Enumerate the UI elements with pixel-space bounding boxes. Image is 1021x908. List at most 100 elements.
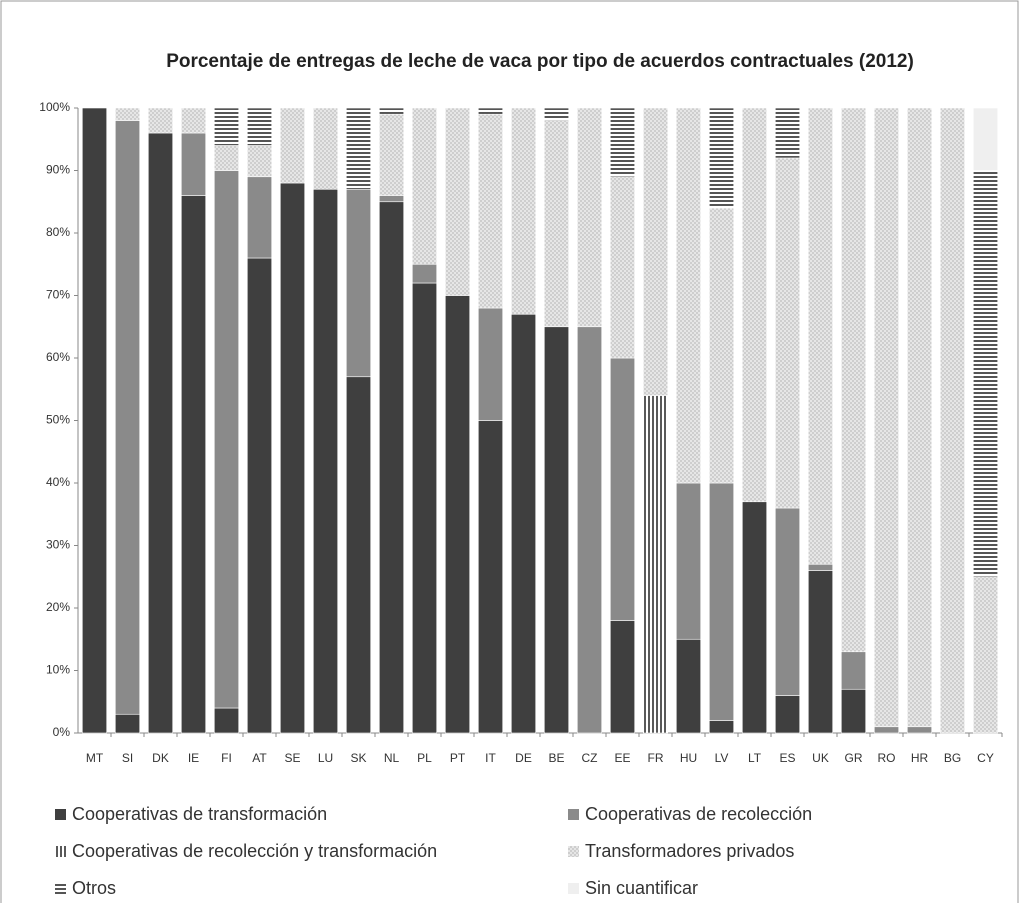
- bar-segment: [246, 145, 273, 178]
- bar-segment: [444, 107, 471, 296]
- x-tick-label: BG: [944, 751, 961, 765]
- legend-swatch: [55, 846, 66, 857]
- bar-segment: [279, 182, 306, 734]
- bar-segment: [675, 638, 702, 734]
- x-tick-label: DK: [152, 751, 169, 765]
- bar-segment: [840, 688, 867, 734]
- bar-segment: [411, 282, 438, 734]
- x-tick-label: SI: [122, 751, 133, 765]
- bar-segment: [411, 263, 438, 284]
- chart-title: Porcentaje de entregas de leche de vaca …: [166, 51, 914, 72]
- bar-segment: [477, 307, 504, 421]
- x-tick-label: AT: [252, 751, 267, 765]
- y-tick-label: 60%: [46, 350, 70, 364]
- x-tick-label: FR: [648, 751, 664, 765]
- bar-segment: [576, 326, 603, 734]
- bar-segment: [741, 501, 768, 734]
- bar-segment: [906, 107, 933, 728]
- bar-segment: [807, 570, 834, 734]
- x-tick-label: CY: [977, 751, 994, 765]
- bar-segment: [147, 132, 174, 734]
- x-tick-label: MT: [86, 751, 104, 765]
- bar-segment: [708, 207, 735, 484]
- bar-segment: [543, 120, 570, 328]
- bar-segment: [609, 620, 636, 734]
- y-tick-label: 40%: [46, 475, 70, 489]
- bar-segment: [345, 188, 372, 378]
- bar-segment: [609, 107, 636, 178]
- bar-segment: [345, 107, 372, 190]
- y-tick-label: 70%: [46, 288, 70, 302]
- bar-segment: [180, 132, 207, 196]
- bar-segment: [774, 695, 801, 734]
- bar-segment: [213, 107, 240, 146]
- x-tick-label: SE: [284, 751, 300, 765]
- bar-segment: [477, 107, 504, 115]
- bar-segment: [312, 107, 339, 190]
- legend-swatch: [568, 883, 579, 894]
- bar-segment: [972, 107, 999, 171]
- bar-segment: [708, 720, 735, 734]
- x-tick-label: CZ: [582, 751, 598, 765]
- y-tick-label: 20%: [46, 600, 70, 614]
- bar-segment: [543, 326, 570, 734]
- x-tick-label: SK: [350, 751, 366, 765]
- x-tick-label: IE: [188, 751, 199, 765]
- bar-segment: [675, 107, 702, 484]
- x-tick-label: GR: [845, 751, 863, 765]
- legend-label: Otros: [72, 878, 116, 898]
- bar-segment: [840, 651, 867, 690]
- bar-segment: [774, 107, 801, 159]
- x-tick-label: HR: [911, 751, 929, 765]
- bar-segment: [774, 157, 801, 509]
- bar-segment: [279, 107, 306, 184]
- bar-segment: [708, 107, 735, 209]
- x-tick-label: BE: [548, 751, 564, 765]
- x-tick-label: UK: [812, 751, 829, 765]
- bar-segment: [213, 145, 240, 171]
- bar-segment: [114, 107, 141, 121]
- y-tick-label: 10%: [46, 663, 70, 677]
- bar-segment: [675, 482, 702, 640]
- legend-swatch: [55, 883, 66, 894]
- x-tick-label: HU: [680, 751, 697, 765]
- bar-segment: [444, 295, 471, 734]
- x-tick-label: EE: [614, 751, 630, 765]
- bar-segment: [510, 313, 537, 734]
- x-tick-label: LU: [318, 751, 333, 765]
- legend-swatch: [568, 809, 579, 820]
- bar-segment: [213, 170, 240, 709]
- x-tick-label: PT: [450, 751, 466, 765]
- x-tick-label: NL: [384, 751, 400, 765]
- y-tick-label: 80%: [46, 225, 70, 239]
- legend-label: Cooperativas de recolección: [585, 804, 812, 824]
- y-tick-label: 100%: [39, 100, 70, 114]
- legend-label: Cooperativas de transformación: [72, 804, 327, 824]
- bar-segment: [246, 176, 273, 259]
- bar-segment: [312, 188, 339, 734]
- legend-label: Transformadores privados: [585, 841, 794, 861]
- bar-segment: [114, 120, 141, 715]
- bar-segment: [972, 170, 999, 578]
- bar-segment: [708, 482, 735, 721]
- bar-segment: [576, 107, 603, 328]
- bar-segment: [378, 107, 405, 115]
- x-tick-label: DE: [515, 751, 532, 765]
- bar-segment: [81, 107, 108, 734]
- bar-segment: [774, 507, 801, 696]
- bar-segment: [609, 176, 636, 359]
- legend-swatch: [55, 809, 66, 820]
- bar-segment: [477, 420, 504, 734]
- y-tick-label: 90%: [46, 163, 70, 177]
- bar-segment: [345, 376, 372, 734]
- y-tick-label: 50%: [46, 413, 70, 427]
- bar-segment: [807, 563, 834, 571]
- bar-segment: [378, 113, 405, 196]
- bar-segment: [642, 395, 669, 734]
- x-tick-label: LT: [748, 751, 762, 765]
- bar-segment: [114, 713, 141, 734]
- bar-segment: [939, 107, 966, 734]
- bar-segment: [741, 107, 768, 503]
